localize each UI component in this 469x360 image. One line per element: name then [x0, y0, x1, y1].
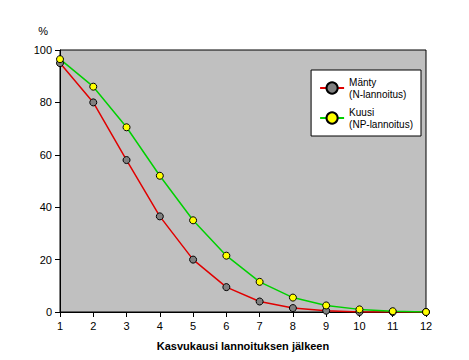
svg-text:3: 3 [123, 320, 129, 332]
svg-text:12: 12 [420, 320, 432, 332]
svg-text:5: 5 [190, 320, 196, 332]
svg-text:(N-lannoitus): (N-lannoitus) [349, 89, 406, 100]
svg-text:11: 11 [387, 320, 398, 332]
svg-text:7: 7 [257, 320, 263, 332]
svg-text:20: 20 [40, 254, 52, 266]
svg-text:Kuusi: Kuusi [349, 107, 374, 118]
svg-text:Kasvukausi lannoituksen jälkee: Kasvukausi lannoituksen jälkeen [157, 340, 330, 352]
svg-text:100: 100 [34, 44, 52, 56]
svg-text:6: 6 [223, 320, 229, 332]
svg-text:1: 1 [57, 320, 63, 332]
svg-text:(NP-lannoitus): (NP-lannoitus) [349, 119, 413, 130]
svg-text:9: 9 [323, 320, 329, 332]
svg-text:40: 40 [40, 201, 52, 213]
svg-text:80: 80 [40, 96, 52, 108]
svg-text:%: % [38, 25, 48, 37]
svg-text:8: 8 [290, 320, 296, 332]
svg-text:Mänty: Mänty [349, 77, 376, 88]
svg-text:0: 0 [46, 306, 52, 318]
svg-text:10: 10 [353, 320, 365, 332]
svg-text:4: 4 [157, 320, 163, 332]
svg-text:2: 2 [90, 320, 96, 332]
svg-text:60: 60 [40, 149, 52, 161]
